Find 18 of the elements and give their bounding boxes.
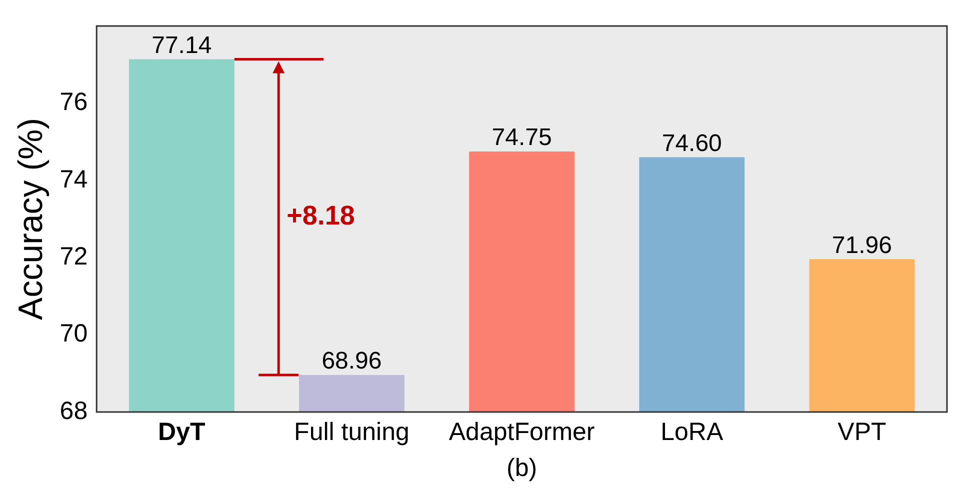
y-tick-label: 76: [60, 88, 88, 116]
data-label: 71.96: [832, 232, 892, 259]
annotation: +8.18: [286, 200, 355, 231]
y-axis-title: Accuracy (%): [12, 118, 50, 320]
x-tick-label: AdaptFormer: [448, 418, 595, 446]
y-tick-label: 70: [60, 320, 88, 348]
x-tick-label: DyT: [158, 418, 206, 446]
y-tick-label: 68: [60, 396, 88, 425]
data-label: 74.60: [662, 130, 722, 157]
data-label: 74.75: [492, 124, 552, 152]
x-axis-title: (b): [506, 454, 538, 482]
data-label: 68.96: [322, 348, 382, 375]
data-label: 77.14: [152, 32, 212, 59]
y-tick-label: 74: [60, 165, 88, 194]
y-tick-label: 72: [60, 242, 88, 270]
x-tick-label: Full tuning: [294, 418, 410, 446]
x-tick-label: LoRA: [660, 418, 724, 446]
x-tick-label: VPT: [838, 418, 886, 446]
